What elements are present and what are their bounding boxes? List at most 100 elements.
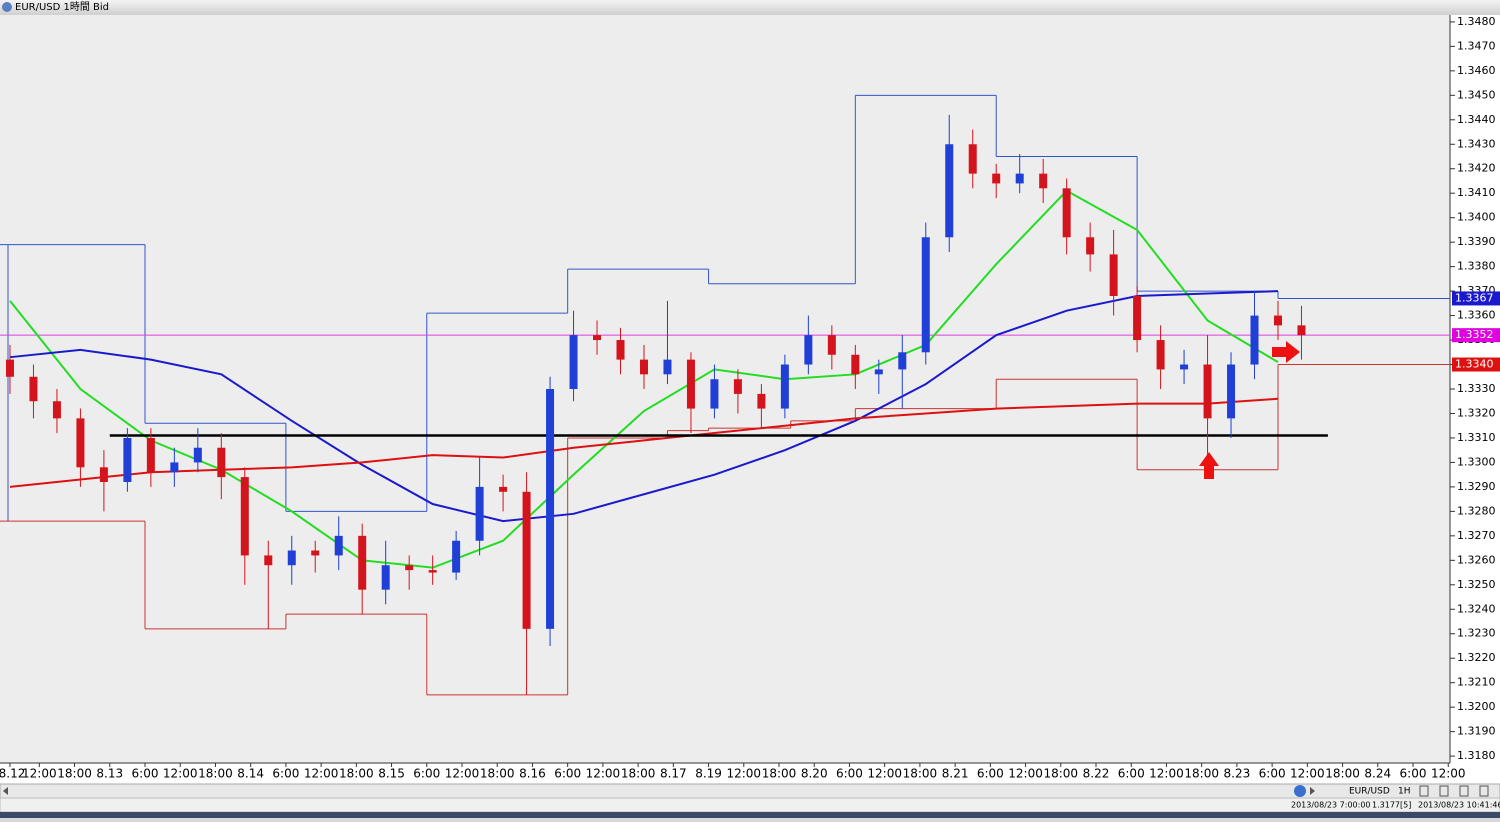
candle-body bbox=[1203, 364, 1212, 419]
candle-body bbox=[311, 550, 320, 556]
x-tick-label: 18:00 bbox=[339, 767, 374, 781]
x-tick-label: 12:00 bbox=[1431, 767, 1466, 781]
y-tick-label: 1.3280 bbox=[1457, 504, 1496, 517]
status-time: 2013/08/23 7:00:00 bbox=[1291, 801, 1371, 810]
x-tick-label: 12:00 bbox=[726, 767, 761, 781]
y-tick-label: 1.3400 bbox=[1457, 211, 1496, 224]
scrollbar[interactable] bbox=[0, 783, 1500, 799]
y-tick-label: 1.3450 bbox=[1457, 88, 1496, 101]
x-tick-label: 18:00 bbox=[480, 767, 515, 781]
x-tick-label: 12:00 bbox=[163, 767, 198, 781]
x-tick-label: 18:00 bbox=[762, 767, 797, 781]
candle-body bbox=[898, 352, 907, 370]
candle-body bbox=[1250, 315, 1259, 365]
chart: 1.3180 1.3190 1.3200 1.3210 1.3220 1.3230 1.32… bbox=[0, 15, 1500, 781]
candle-body bbox=[968, 144, 977, 174]
status-bar bbox=[0, 797, 1500, 813]
candle-body bbox=[1156, 340, 1165, 370]
price-marker bbox=[1452, 291, 1500, 306]
arrow-right bbox=[1272, 341, 1300, 363]
tool-button[interactable] bbox=[1419, 785, 1429, 797]
x-tick-label: 18:00 bbox=[903, 767, 938, 781]
candle-body bbox=[1015, 173, 1024, 184]
candle-body bbox=[639, 359, 648, 375]
x-tick-label: 12:00 bbox=[1149, 767, 1184, 781]
x-tick-label: 6:00 bbox=[1118, 767, 1145, 781]
candle-body bbox=[945, 144, 954, 238]
x-tick-label: 8.21 bbox=[942, 767, 969, 781]
title-bar bbox=[0, 0, 1500, 15]
symbol-select[interactable]: EUR/USD bbox=[1349, 787, 1390, 797]
y-tick-label: 1.3300 bbox=[1457, 455, 1496, 468]
y-tick-label: 1.3380 bbox=[1457, 260, 1496, 273]
y-tick-label: 1.3460 bbox=[1457, 64, 1496, 77]
y-tick-label: 1.3410 bbox=[1457, 186, 1496, 199]
tool-button[interactable] bbox=[1439, 785, 1449, 797]
x-tick-label: 12:00 bbox=[304, 767, 339, 781]
x-tick-label: 6:00 bbox=[977, 767, 1004, 781]
scroll-button[interactable] bbox=[1294, 785, 1306, 797]
y-tick-label: 1.3470 bbox=[1457, 39, 1496, 52]
x-tick-label: 8.15 bbox=[378, 767, 405, 781]
y-tick-label: 1.3190 bbox=[1457, 725, 1496, 738]
x-tick-label: 12:00 bbox=[586, 767, 621, 781]
candle-body bbox=[358, 535, 367, 590]
price-marker bbox=[1452, 357, 1500, 372]
y-tick-label: 1.3270 bbox=[1457, 529, 1496, 542]
y-tick-label: 1.3180 bbox=[1457, 749, 1496, 762]
x-tick-label: 6:00 bbox=[1400, 767, 1427, 781]
candle-body bbox=[1227, 364, 1236, 419]
y-tick-label: 1.3360 bbox=[1457, 309, 1496, 322]
candle-body bbox=[616, 340, 625, 360]
price-marker-label: 1.3352 bbox=[1455, 328, 1494, 341]
x-tick-label: 8.19 bbox=[695, 767, 722, 781]
y-tick-label: 1.3240 bbox=[1457, 602, 1496, 615]
y-tick-label: 1.3390 bbox=[1457, 235, 1496, 248]
candle-body bbox=[499, 486, 508, 492]
candle-body bbox=[405, 565, 414, 571]
x-tick-label: 6:00 bbox=[554, 767, 581, 781]
candle-body bbox=[992, 173, 1001, 184]
y-tick-label: 1.3260 bbox=[1457, 553, 1496, 566]
candle-body bbox=[5, 359, 14, 377]
y-tick-label: 1.3230 bbox=[1457, 627, 1496, 640]
candle-body bbox=[686, 359, 695, 409]
x-tick-label: 8.17 bbox=[660, 767, 687, 781]
price-marker-label: 1.3367 bbox=[1455, 291, 1494, 304]
x-tick-label: 18:00 bbox=[1325, 767, 1360, 781]
candle-body bbox=[475, 486, 484, 541]
candle-body bbox=[1062, 188, 1071, 238]
tool-button[interactable] bbox=[1479, 785, 1489, 797]
x-tick-label: 18:00 bbox=[1184, 767, 1219, 781]
x-tick-label: 8.14 bbox=[237, 767, 264, 781]
tool-button[interactable] bbox=[1459, 785, 1469, 797]
x-tick-label: 18:00 bbox=[57, 767, 92, 781]
candle-body bbox=[123, 437, 132, 482]
candle-body bbox=[522, 491, 531, 629]
candle-body bbox=[546, 389, 555, 629]
x-tick-label: 12:00 bbox=[445, 767, 480, 781]
candle-body bbox=[804, 335, 813, 365]
candle-body bbox=[921, 237, 930, 353]
candle-body bbox=[381, 565, 390, 590]
scroll-right[interactable] bbox=[1310, 787, 1315, 795]
timeframe-select[interactable]: 1H bbox=[1398, 787, 1411, 797]
y-tick-label: 1.3330 bbox=[1457, 382, 1496, 395]
x-tick-label: 6:00 bbox=[1259, 767, 1286, 781]
candle-body bbox=[1133, 296, 1142, 341]
scroll-left[interactable] bbox=[3, 787, 8, 795]
x-tick-label: 8.22 bbox=[1083, 767, 1110, 781]
window-title: EUR/USD 1時間 Bid bbox=[15, 1, 109, 13]
x-tick-label: 6:00 bbox=[413, 767, 440, 781]
y-tick-label: 1.3250 bbox=[1457, 578, 1496, 591]
candle-body bbox=[1273, 315, 1282, 326]
candle-body bbox=[757, 393, 766, 409]
y-tick-label: 1.3310 bbox=[1457, 431, 1496, 444]
price-marker bbox=[1452, 328, 1500, 343]
y-tick-label: 1.3210 bbox=[1457, 676, 1496, 689]
price-marker-label: 1.3340 bbox=[1455, 358, 1494, 371]
candle-body bbox=[264, 555, 273, 566]
candle-body bbox=[1297, 325, 1306, 336]
candle-body bbox=[193, 447, 202, 463]
candle-body bbox=[1039, 173, 1048, 189]
